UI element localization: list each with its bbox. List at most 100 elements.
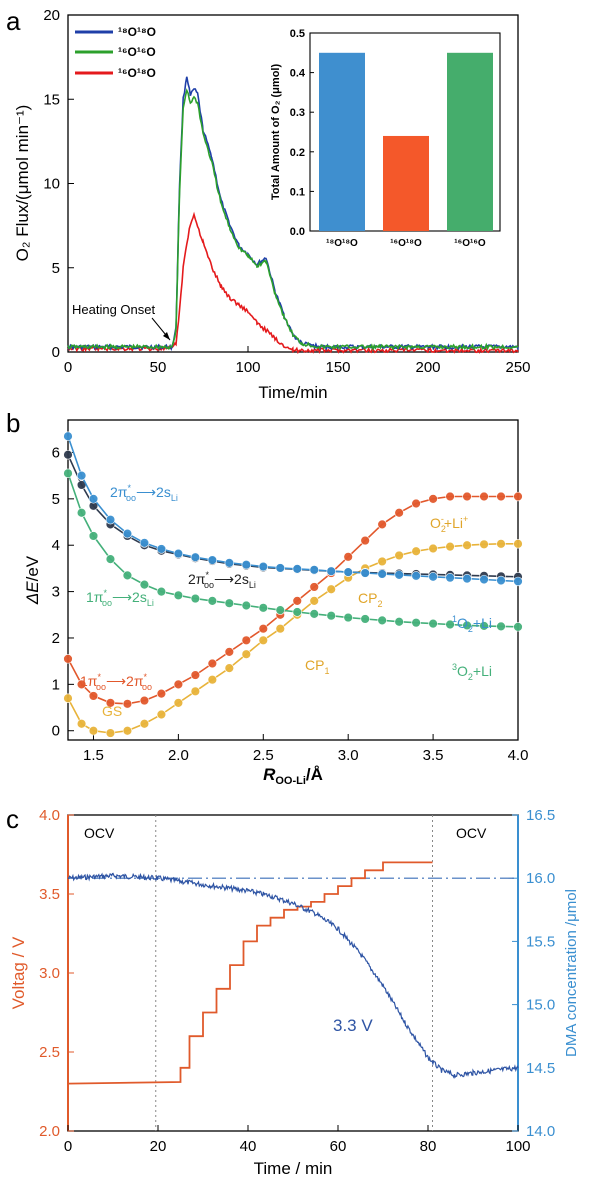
- curve-point: [428, 572, 438, 582]
- curve-point: [445, 619, 455, 630]
- x-tick-label: 50: [150, 359, 167, 376]
- panel-c: c 0 20 40 60 80 100 2.0 2.5 3.0 3.5 4.0 14.0 14.5 15.…: [6, 804, 580, 1178]
- right-y-tick-label: 16.0: [526, 870, 555, 887]
- curve-point: [343, 552, 353, 562]
- panel-c-plot-frame: [67, 814, 519, 1132]
- x-tick-label: 0: [64, 359, 72, 376]
- label-1pi-to-2pi: 1π* oo⟶2π* oo: [80, 672, 152, 692]
- label-1pi-li: Li: [147, 598, 154, 608]
- curve-point: [139, 538, 150, 548]
- label-2pi-lower-arrow: ⟶2s: [214, 571, 249, 587]
- curve-point: [292, 564, 302, 574]
- label-singlet-sup: 1: [452, 614, 457, 624]
- curve-point: [309, 582, 319, 592]
- x-tick-label: 250: [505, 359, 530, 376]
- curve-point: [207, 596, 218, 606]
- panel-a-legend: ¹⁸O¹⁸O ¹⁶O¹⁶O ¹⁶O¹⁸O: [75, 25, 156, 80]
- y-tick-label: 3: [52, 584, 60, 601]
- panel-a: a 0 50 100 150 200 250 0 5 10 15 20 Time/min O₂ Fl…: [6, 6, 531, 402]
- curve-point: [428, 618, 438, 629]
- curve-point: [479, 491, 489, 502]
- panel-c-right-y-axis-label: DMA concentration /μmol: [563, 889, 580, 1057]
- label-1pi-arrow: ⟶2s: [112, 589, 147, 605]
- curve-point: [377, 615, 387, 626]
- label-red-main: 1π: [80, 673, 98, 689]
- inset-y-tick-label: 0.4: [290, 68, 306, 80]
- curve-point: [445, 541, 455, 552]
- curve-point: [207, 675, 218, 685]
- y-tick-label: 2: [52, 630, 60, 647]
- y-tick-label: 0: [52, 344, 60, 361]
- curve-point: [326, 611, 336, 621]
- label-singlet-main: O: [457, 615, 468, 631]
- curve-point: [479, 574, 489, 585]
- curve-point: [122, 726, 133, 736]
- curve-point: [156, 586, 167, 597]
- inset-category-label: ¹⁶O¹⁸O: [390, 238, 422, 249]
- x-tick-label: 150: [325, 359, 350, 376]
- label-o2li-main: O: [430, 515, 441, 531]
- inset-y-tick-label: 0.2: [290, 147, 305, 159]
- curve-point: [309, 609, 319, 619]
- curve-point: [377, 556, 387, 567]
- left-y-tick-label: 4.0: [39, 807, 60, 824]
- series-line-2: [67, 211, 519, 355]
- label-triplet-sub: 2: [468, 672, 473, 682]
- curve-point: [63, 693, 73, 703]
- inset-bar-1: [383, 135, 429, 231]
- panel-b-x-axis-label-main: R: [263, 765, 276, 784]
- inset-y-tick-label: 0.1: [290, 186, 305, 198]
- curve-line-1: [67, 543, 518, 734]
- x-tick-label: 200: [415, 359, 440, 376]
- ocv-left-label: OCV: [84, 825, 115, 841]
- x-tick-label: 2.0: [168, 747, 189, 764]
- curve-point: [309, 596, 319, 606]
- curve-point: [241, 649, 252, 659]
- voltage-3-3v-label: 3.3 V: [333, 1016, 373, 1035]
- label-o2-minus-li: O2-+Li+: [430, 514, 468, 534]
- curve-point: [76, 470, 87, 481]
- inset-y-tick-label: 0.5: [290, 28, 305, 40]
- inset-category-label: ¹⁸O¹⁸O: [326, 238, 358, 249]
- label-cp1: CP1: [305, 657, 329, 676]
- curve-point: [76, 508, 87, 518]
- curve-point: [411, 498, 421, 509]
- y-tick-label: 20: [43, 7, 60, 24]
- curve-point: [462, 540, 472, 550]
- curve-point: [428, 494, 438, 504]
- inset-y-tick-label: 0.3: [290, 107, 305, 119]
- curve-point: [207, 658, 218, 669]
- curve-point: [445, 572, 455, 583]
- curve-point: [156, 544, 167, 554]
- curve-point: [63, 654, 73, 664]
- right-y-tick-label: 14.0: [526, 1123, 555, 1140]
- series-line-1: [67, 88, 519, 352]
- curve-point: [275, 623, 285, 634]
- label-cp1-sub: 1: [324, 666, 329, 676]
- label-triplet-main: O: [457, 663, 468, 679]
- label-cp2-main: CP: [358, 590, 377, 606]
- inset-category-label: ¹⁶O¹⁶O: [454, 238, 486, 249]
- y-tick-label: 0: [52, 723, 60, 740]
- label-triplet-tail: +Li: [473, 663, 492, 679]
- curve-point: [428, 543, 438, 554]
- y-tick-label: 15: [43, 91, 60, 108]
- curve-point: [309, 565, 319, 575]
- curve-point: [258, 561, 268, 572]
- curve-point: [241, 600, 252, 611]
- curve-point: [377, 519, 387, 530]
- curve-point: [224, 598, 235, 608]
- curve-point: [76, 719, 87, 729]
- inset-y-axis-label: Total Amount of O₂ (μmol): [270, 64, 282, 201]
- label-2pi-upper-li: Li: [171, 493, 178, 503]
- x-tick-label: 0: [64, 1138, 72, 1155]
- legend-label-18o18o: ¹⁸O¹⁸O: [118, 25, 156, 39]
- curve-point: [190, 593, 201, 604]
- curve-point: [275, 563, 285, 573]
- curve-point: [496, 575, 506, 586]
- panel-a-x-axis-label: Time/min: [258, 383, 327, 402]
- panel-b-lines: [63, 431, 523, 738]
- label-triplet-sup: 3: [452, 662, 457, 672]
- curve-point: [496, 621, 506, 632]
- panel-b-y-axis-label-main: ΔE: [23, 581, 42, 605]
